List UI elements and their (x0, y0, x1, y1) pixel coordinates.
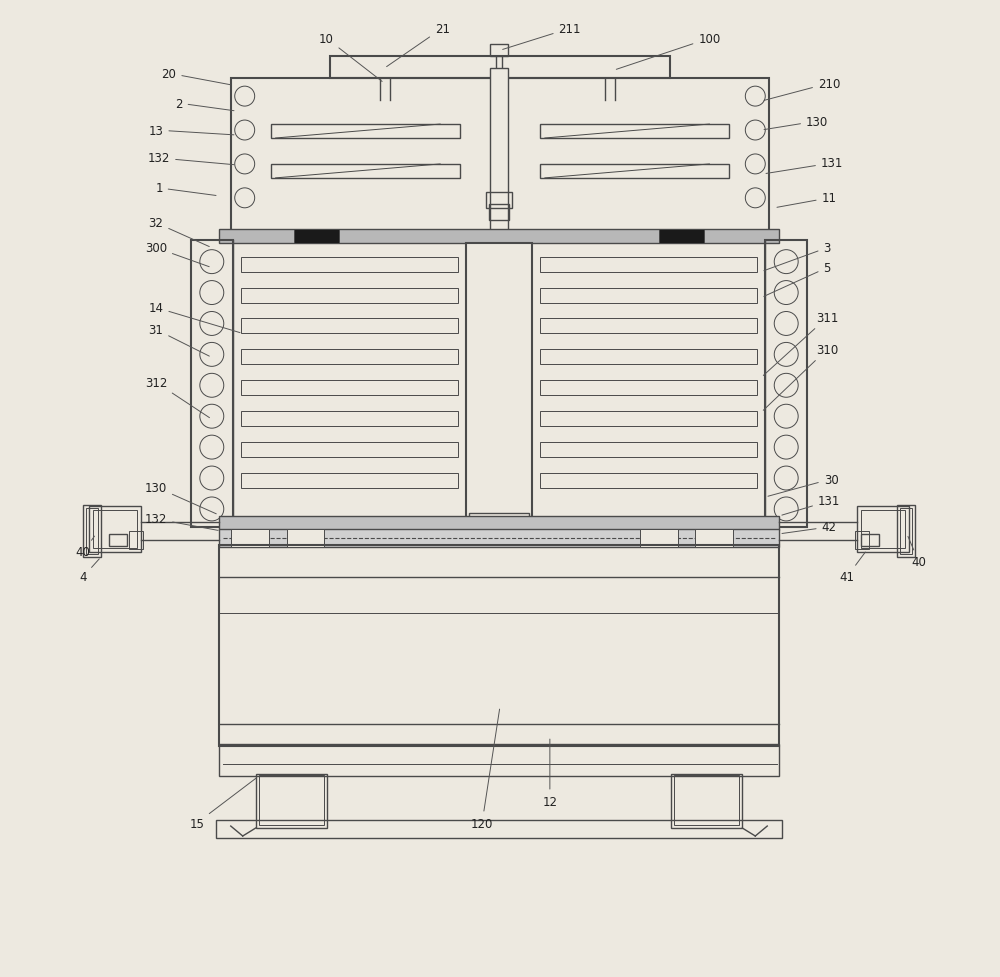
Text: 31: 31 (149, 323, 209, 357)
Bar (216, 821, 782, 838)
Text: 40: 40 (76, 536, 94, 559)
Bar (469, 513, 529, 531)
Bar (540, 443, 757, 457)
Bar (287, 530, 324, 547)
Bar (640, 530, 678, 547)
Bar (861, 534, 879, 546)
Text: 132: 132 (148, 152, 234, 165)
Bar (219, 530, 779, 547)
Bar (674, 776, 739, 826)
Bar (466, 243, 532, 528)
Bar (540, 381, 757, 396)
Bar (695, 530, 733, 547)
Bar (86, 508, 98, 554)
Bar (191, 240, 233, 528)
Text: 131: 131 (766, 157, 843, 174)
Bar (271, 125, 460, 139)
Text: 20: 20 (161, 67, 230, 86)
Text: 100: 100 (616, 33, 721, 70)
Bar (129, 531, 143, 549)
Bar (93, 510, 137, 548)
Text: 41: 41 (840, 552, 865, 583)
Text: 32: 32 (149, 217, 209, 247)
Text: 130: 130 (764, 115, 828, 131)
Bar (256, 775, 327, 828)
Bar (490, 45, 508, 58)
Text: 40: 40 (908, 537, 926, 569)
Text: 5: 5 (764, 262, 831, 297)
Text: 10: 10 (319, 33, 382, 82)
Bar (231, 79, 769, 238)
Bar (540, 288, 757, 303)
Text: 13: 13 (149, 124, 234, 138)
Bar (540, 319, 757, 334)
Bar (472, 528, 526, 543)
Bar (659, 230, 704, 243)
Text: 2: 2 (175, 98, 234, 111)
Bar (900, 508, 912, 554)
Bar (540, 165, 729, 179)
Bar (540, 257, 757, 273)
Bar (271, 165, 460, 179)
Bar (219, 744, 779, 777)
Bar (540, 474, 757, 488)
Bar (219, 230, 779, 243)
Bar (83, 505, 101, 557)
Bar (857, 506, 909, 552)
Bar (241, 257, 458, 273)
Bar (231, 530, 269, 547)
Text: 300: 300 (145, 242, 209, 268)
Bar (486, 192, 512, 208)
Text: 312: 312 (145, 376, 209, 418)
Text: 30: 30 (768, 473, 838, 496)
Bar (540, 350, 757, 365)
Bar (241, 381, 458, 396)
Bar (241, 319, 458, 334)
Bar (89, 506, 141, 552)
Text: 131: 131 (782, 495, 840, 516)
Text: 12: 12 (542, 740, 557, 808)
Text: 11: 11 (777, 192, 837, 208)
Text: 130: 130 (145, 481, 216, 514)
Text: 3: 3 (764, 242, 831, 272)
Text: 311: 311 (763, 312, 838, 376)
Text: 211: 211 (503, 22, 581, 51)
Bar (765, 240, 807, 528)
Text: 21: 21 (387, 22, 450, 67)
Text: 1: 1 (155, 182, 216, 196)
Text: 4: 4 (79, 559, 99, 583)
Bar (490, 69, 508, 238)
Bar (219, 545, 779, 746)
Text: 310: 310 (763, 344, 838, 411)
Bar (259, 776, 324, 826)
Bar (861, 510, 905, 548)
Bar (489, 204, 509, 221)
Bar (241, 443, 458, 457)
Bar (294, 230, 339, 243)
Bar (855, 531, 869, 549)
Bar (540, 411, 757, 427)
Bar (241, 411, 458, 427)
Text: 210: 210 (764, 77, 840, 102)
Bar (671, 775, 742, 828)
Bar (241, 288, 458, 303)
Bar (897, 505, 915, 557)
Bar (219, 517, 779, 531)
Text: 15: 15 (189, 778, 256, 829)
Bar (241, 350, 458, 365)
Text: 120: 120 (471, 709, 500, 829)
Bar (241, 474, 458, 488)
Text: 132: 132 (145, 513, 218, 531)
Text: 42: 42 (782, 521, 837, 534)
Bar (109, 534, 127, 546)
Bar (330, 58, 670, 79)
Bar (540, 125, 729, 139)
Text: 14: 14 (148, 302, 240, 333)
